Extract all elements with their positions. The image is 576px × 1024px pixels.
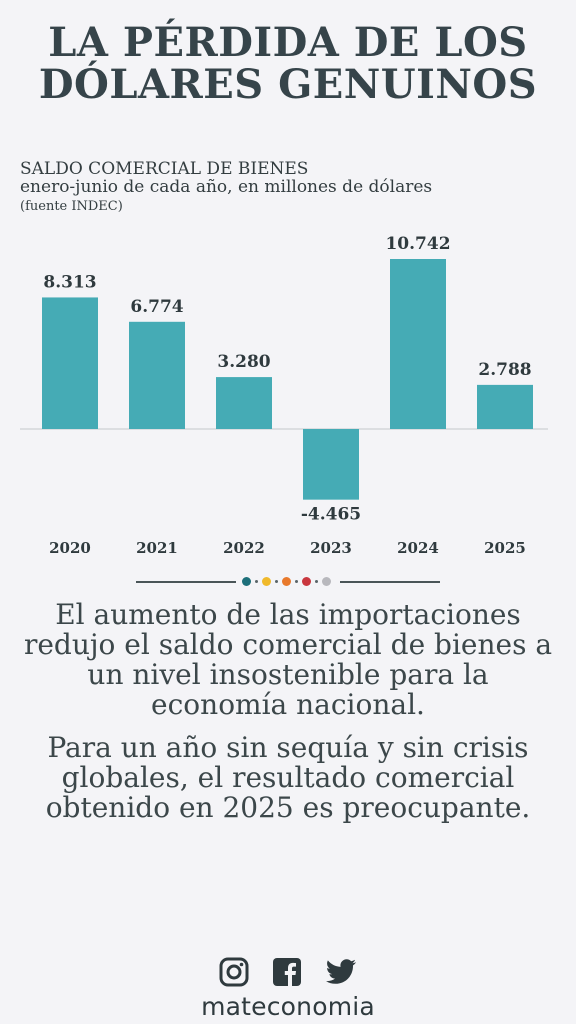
paragraph-2: Para un año sin sequía y sin crisis glob… — [45, 731, 531, 824]
twitter-icon[interactable] — [325, 958, 357, 990]
value-label-2024: 10.742 — [385, 234, 450, 254]
title-line-2: DÓLARES GENUINOS — [38, 61, 538, 108]
category-label-2021: 2021 — [136, 539, 178, 557]
chart-source: (fuente INDEC) — [20, 199, 123, 214]
divider-separator — [275, 580, 278, 583]
category-label-2025: 2025 — [484, 539, 526, 557]
divider-line-left — [136, 581, 236, 583]
divider-dot — [282, 577, 291, 586]
value-label-2023: -4.465 — [301, 505, 361, 525]
bar-2020 — [42, 297, 98, 429]
divider-separator — [295, 580, 298, 583]
value-label-2020: 8.313 — [43, 272, 96, 292]
category-label-2023: 2023 — [310, 539, 352, 557]
divider-line-right — [340, 581, 440, 583]
bar-2021 — [129, 321, 185, 429]
bar-2025 — [477, 384, 533, 429]
social-icons — [0, 957, 576, 991]
divider-separator — [315, 580, 318, 583]
paragraph-1: El aumento de las importaciones redujo e… — [23, 598, 553, 721]
footer: mateconomia — [0, 957, 576, 1021]
divider-separator — [255, 580, 258, 583]
value-label-2021: 6.774 — [130, 297, 183, 317]
title-line-1: LA PÉRDIDA DE LOS — [48, 19, 528, 66]
bar-2023 — [303, 429, 359, 500]
instagram-icon[interactable] — [219, 957, 249, 991]
bar-2024 — [390, 259, 446, 429]
chart-subtitle: enero-junio de cada año, en millones de … — [20, 177, 433, 197]
category-label-2024: 2024 — [397, 539, 439, 557]
divider-dot — [302, 577, 311, 586]
chart-header: SALDO COMERCIAL DE BIENES enero-junio de… — [20, 160, 432, 215]
facebook-icon[interactable] — [273, 958, 301, 990]
category-label-2022: 2022 — [223, 539, 265, 557]
chart-title: SALDO COMERCIAL DE BIENES — [20, 159, 309, 179]
bar-chart: 8.313 2020 6.774 2021 3.280 2022 -4.465 2023 10.… — [20, 234, 548, 557]
value-label-2022: 3.280 — [217, 352, 270, 372]
divider-dot — [322, 577, 331, 586]
section-divider — [136, 575, 440, 589]
category-label-2020: 2020 — [49, 539, 91, 557]
bar-2022 — [216, 377, 272, 429]
page-title: LA PÉRDIDA DE LOS DÓLARES GENUINOS — [0, 22, 576, 106]
divider-dot — [242, 577, 251, 586]
brand-name: mateconomia — [201, 992, 375, 1021]
divider-dot — [262, 577, 271, 586]
value-label-2025: 2.788 — [478, 360, 531, 380]
